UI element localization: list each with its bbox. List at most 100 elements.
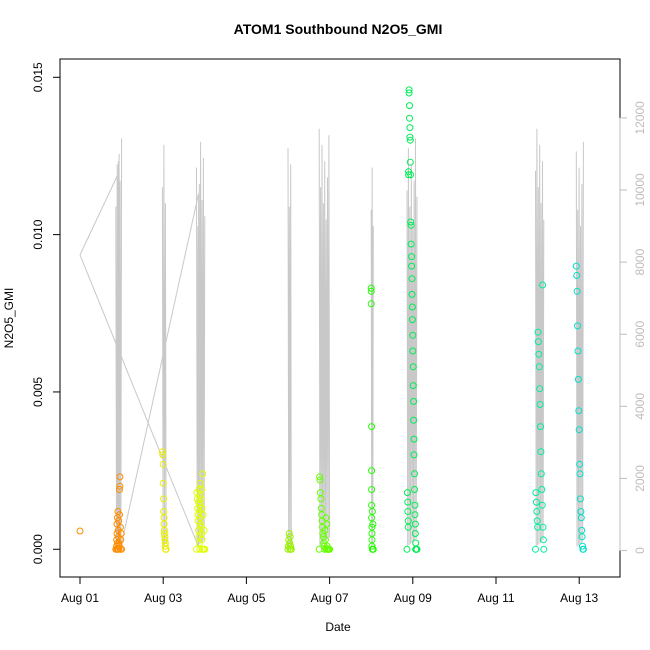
data-point-aug02: [116, 511, 123, 519]
data-point-aug12: [537, 470, 545, 478]
x-tick-label: Aug 01: [61, 591, 99, 605]
y-tick-label: 0.015: [31, 62, 45, 92]
right-tick-label: 8000: [633, 248, 647, 275]
data-point-aug07: [315, 545, 323, 553]
right-axis: 0 2000 4000 6000 8000 10000 12000: [619, 101, 647, 554]
data-point-aug02: [116, 473, 124, 481]
data-point-aug09: [408, 262, 416, 270]
data-point-aug09: [407, 240, 415, 248]
data-point-aug03: [158, 448, 166, 456]
data-point-aug12: [536, 385, 544, 393]
data-point-aug09: [409, 363, 417, 371]
data-point-aug09: [406, 102, 413, 110]
data-point-aug09: [408, 316, 416, 324]
x-tick-label: Aug 05: [227, 591, 265, 605]
y-axis-label: N2O5_GMI: [2, 288, 16, 349]
data-point-aug12: [534, 523, 542, 531]
data-point-aug02: [116, 482, 124, 490]
data-point-aug06: [287, 545, 295, 553]
data-point-aug09: [408, 303, 416, 311]
altitude-profile-aug08: [370, 167, 374, 547]
data-point-aug13: [575, 426, 583, 434]
data-point-aug08: [368, 423, 376, 431]
data-point-aug09: [408, 275, 416, 283]
data-point-aug07: [316, 473, 324, 481]
data-point-aug13: [574, 322, 581, 330]
data-point-aug12: [540, 545, 548, 553]
right-tick-label: 12000: [633, 101, 647, 135]
data-point-aug06: [286, 533, 294, 541]
data-point-aug09: [404, 508, 412, 515]
data-point-aug13: [575, 407, 583, 415]
x-tick-label: Aug 07: [311, 591, 349, 605]
data-point-aug03: [159, 460, 167, 468]
data-point-aug12: [535, 350, 543, 358]
data-points: [76, 86, 587, 553]
data-point-aug04: [198, 486, 205, 493]
data-point-aug09: [410, 451, 418, 459]
data-point-aug08: [369, 545, 377, 553]
data-point-aug09: [410, 397, 418, 405]
data-point-aug09: [413, 545, 421, 553]
altitude-profile-aug02: [115, 138, 123, 547]
data-point-aug13: [576, 460, 584, 468]
data-point-aug13: [573, 272, 581, 279]
data-point-aug12: [539, 523, 547, 531]
data-point-aug09: [406, 158, 414, 166]
data-point-aug13: [574, 347, 582, 355]
right-tick-label: 6000: [633, 321, 647, 348]
data-point-aug13: [574, 375, 582, 383]
data-point-aug13: [578, 533, 586, 541]
data-point-aug06: [287, 542, 294, 550]
data-point-aug09: [409, 331, 417, 339]
data-point-aug09: [405, 171, 413, 179]
y-axis: 0.000 0.005 0.010 0.015: [31, 62, 61, 564]
data-point-aug09: [411, 511, 419, 519]
data-point-aug09: [411, 486, 418, 493]
data-point-aug09: [405, 89, 413, 97]
altitude-profile-aug12: [535, 128, 545, 547]
data-point-aug12: [532, 545, 539, 553]
data-point-aug08: [368, 467, 376, 475]
x-tick-label: Aug 11: [477, 591, 514, 605]
right-tick-label: 10000: [633, 173, 647, 207]
data-point-aug13: [577, 514, 585, 522]
data-point-aug13: [579, 542, 586, 550]
data-point-aug04: [199, 511, 207, 519]
data-point-aug13: [572, 262, 580, 270]
data-point-aug09: [404, 498, 412, 506]
data-point-aug03: [161, 542, 169, 550]
data-point-aug09: [406, 124, 414, 132]
y-tick-label: 0.000: [31, 534, 45, 564]
data-point-aug09: [406, 136, 414, 144]
data-point-aug02: [116, 486, 123, 493]
data-point-aug09: [404, 523, 412, 531]
altitude-profile-aug04: [196, 141, 206, 547]
data-point-aug09: [406, 114, 413, 122]
data-point-aug12: [533, 508, 541, 515]
data-point-aug04: [196, 492, 204, 500]
data-point-aug07: [326, 545, 334, 553]
data-point-aug12: [539, 281, 547, 289]
data-point-aug04: [198, 504, 206, 512]
data-point-aug09: [410, 416, 418, 424]
data-point-aug04: [199, 470, 207, 478]
data-point-aug08: [368, 542, 376, 550]
data-point-aug06: [285, 530, 293, 537]
data-point-aug12: [534, 338, 542, 346]
data-point-aug07: [321, 526, 329, 534]
data-point-aug04: [196, 545, 204, 553]
y-tick-label: 0.010: [31, 219, 45, 249]
data-point-aug02: [113, 530, 121, 537]
data-point-aug03: [159, 479, 167, 487]
data-point-aug09: [411, 530, 419, 537]
data-point-aug04: [200, 526, 208, 534]
data-point-aug04: [197, 495, 205, 503]
data-point-aug08: [367, 284, 375, 292]
data-point-aug09: [411, 501, 419, 509]
data-point-aug12: [539, 536, 547, 544]
data-point-aug09: [406, 133, 414, 141]
data-point-aug09: [410, 435, 418, 443]
data-point-aug04: [201, 545, 209, 553]
